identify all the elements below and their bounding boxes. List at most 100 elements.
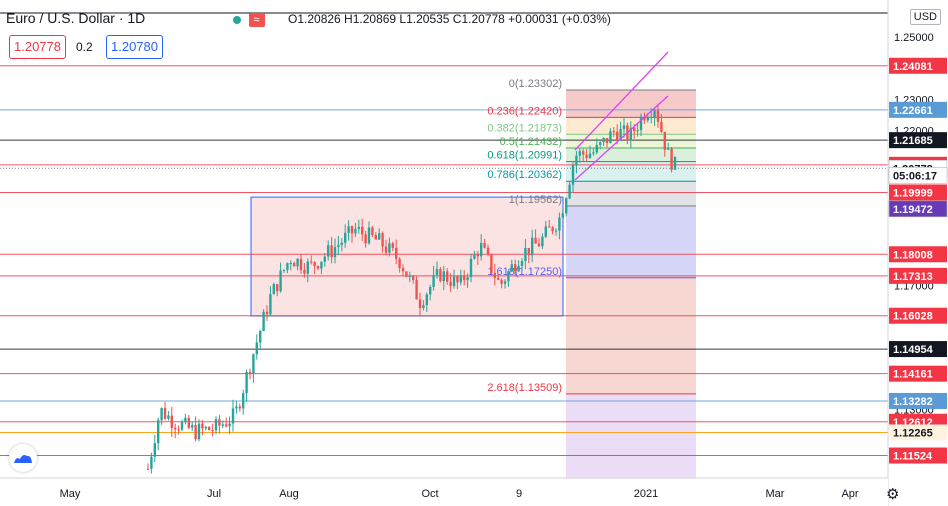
candle-body bbox=[588, 153, 592, 158]
price-tag bbox=[889, 246, 947, 263]
candle-body bbox=[303, 270, 306, 274]
candle-body bbox=[163, 408, 167, 419]
candle-body bbox=[276, 284, 279, 292]
candle-body bbox=[344, 232, 347, 243]
candle-body bbox=[490, 254, 493, 273]
candle-body bbox=[272, 284, 275, 295]
candle-body bbox=[211, 430, 214, 432]
candle-body bbox=[616, 131, 619, 141]
candle-body bbox=[449, 281, 452, 287]
candle-body bbox=[259, 330, 262, 343]
candle-body bbox=[333, 247, 337, 258]
sell-price-button[interactable]: 1.20778 bbox=[9, 35, 66, 59]
candle-body bbox=[520, 260, 524, 266]
x-tick-label: May bbox=[60, 488, 81, 500]
price-tag bbox=[889, 392, 947, 409]
candle-body bbox=[602, 137, 605, 143]
wave-indicator-icon[interactable]: ≈ bbox=[248, 12, 265, 27]
candle-body bbox=[401, 268, 405, 272]
candle-body bbox=[364, 234, 367, 244]
candle-body bbox=[197, 423, 201, 440]
channel-lower-line bbox=[574, 95, 669, 181]
candle-body bbox=[286, 263, 289, 270]
candle-body bbox=[435, 269, 439, 275]
candle-body bbox=[174, 427, 177, 430]
candle-body bbox=[595, 144, 598, 153]
candle-body bbox=[204, 426, 207, 429]
currency-selector[interactable]: USD bbox=[909, 9, 941, 25]
candle-body bbox=[398, 258, 401, 269]
candle-body bbox=[503, 281, 507, 284]
candle-body bbox=[568, 184, 571, 199]
tradingview-logo-icon[interactable] bbox=[9, 444, 37, 472]
price-tag-label: 1.14161 bbox=[893, 369, 933, 381]
price-tag-label: 1.21685 bbox=[893, 135, 933, 147]
candle-body bbox=[452, 276, 456, 287]
gear-icon[interactable]: ⚙ bbox=[886, 486, 900, 503]
candle-body bbox=[422, 305, 425, 309]
candle-body bbox=[371, 227, 374, 236]
candle-body bbox=[456, 276, 459, 283]
candle-body bbox=[463, 275, 466, 281]
candle-body bbox=[483, 242, 486, 248]
candle-body bbox=[558, 217, 561, 231]
candle-body bbox=[415, 279, 418, 300]
candle-body bbox=[282, 269, 286, 271]
fib-label: 0.618(1.20991) bbox=[487, 150, 562, 162]
candle-body bbox=[670, 148, 673, 170]
candle-body bbox=[476, 254, 479, 257]
x-tick-label: 9 bbox=[516, 488, 522, 500]
buy-price-button[interactable]: 1.20780 bbox=[106, 35, 163, 59]
candle-body bbox=[299, 258, 303, 271]
candle-body bbox=[245, 371, 248, 394]
candle-body bbox=[395, 247, 398, 259]
candle-body bbox=[279, 270, 282, 292]
candle-body bbox=[575, 155, 578, 166]
price-tag bbox=[889, 365, 947, 382]
candle-body bbox=[466, 277, 469, 281]
candle-body bbox=[619, 128, 622, 141]
candle-body bbox=[296, 258, 299, 267]
price-tag bbox=[888, 200, 948, 218]
fib-zone bbox=[566, 277, 696, 394]
candle-body bbox=[323, 256, 326, 262]
price-tag bbox=[889, 132, 947, 149]
candle-body bbox=[531, 237, 534, 256]
x-tick-label: Apr bbox=[841, 488, 858, 500]
candle-body bbox=[514, 264, 517, 272]
candle-body bbox=[248, 371, 252, 374]
x-tick-label: Aug bbox=[279, 488, 299, 500]
candle-body bbox=[408, 276, 411, 278]
price-tag bbox=[889, 341, 947, 358]
candle-body bbox=[177, 429, 180, 431]
fib-label: 0.786(1.20362) bbox=[487, 169, 562, 181]
candle-body bbox=[650, 117, 653, 119]
candle-body bbox=[500, 279, 503, 284]
candle-body bbox=[636, 130, 639, 132]
candle-body bbox=[228, 423, 231, 427]
candle-body bbox=[269, 294, 272, 315]
candle-body bbox=[340, 242, 343, 245]
candle-body bbox=[194, 425, 197, 440]
candle-body bbox=[554, 230, 558, 232]
candle-body bbox=[663, 131, 666, 150]
symbol-title[interactable]: Euro / U.S. Dollar · 1D bbox=[6, 10, 146, 26]
fib-zone bbox=[566, 393, 696, 478]
price-tag-label: 1.13282 bbox=[893, 396, 933, 408]
candle-body bbox=[289, 263, 292, 265]
candle-body bbox=[361, 226, 364, 235]
candle-body bbox=[565, 198, 568, 214]
candle-body bbox=[656, 110, 660, 122]
price-tag-label: 1.19472 bbox=[893, 204, 933, 216]
price-tag-label: 1.14954 bbox=[893, 344, 934, 356]
candle-body bbox=[238, 406, 241, 409]
candle-body bbox=[378, 233, 381, 240]
candle-body bbox=[425, 294, 428, 306]
fib-label: 1.618(1.17250) bbox=[487, 266, 562, 278]
candle-body bbox=[265, 311, 269, 315]
candle-body bbox=[221, 424, 224, 426]
candle-body bbox=[391, 243, 394, 248]
candle-body bbox=[157, 420, 160, 444]
candle-body bbox=[673, 156, 677, 170]
